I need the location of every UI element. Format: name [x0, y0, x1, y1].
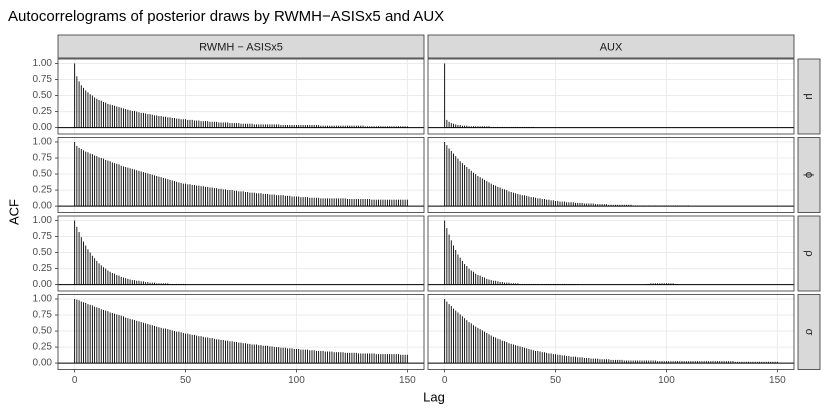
y-tick-label: 0.00 [33, 279, 53, 290]
panel-background [428, 59, 794, 134]
panel [427, 215, 795, 292]
y-tick-label: 0.75 [33, 153, 53, 164]
y-axis-title: ACF [6, 199, 21, 225]
panel-background [58, 59, 424, 134]
panel [57, 58, 425, 135]
panel-background [428, 216, 794, 291]
y-tick-label: 0.25 [33, 263, 53, 274]
y-tick-label: 0.75 [33, 310, 53, 321]
panel [57, 137, 425, 213]
x-tick-label: 100 [288, 375, 305, 386]
y-tick-label: 0.25 [33, 185, 53, 196]
x-axis-title: Lag [423, 389, 445, 404]
panel [57, 294, 425, 370]
panel-border [57, 215, 425, 292]
y-tick-label: 0.75 [33, 231, 53, 242]
y-tick-label: 1.00 [33, 215, 53, 226]
x-tick-label: 50 [180, 375, 192, 386]
panel-border [57, 137, 425, 213]
facet-strip [797, 137, 821, 213]
y-tick-label: 0.00 [33, 358, 53, 369]
panel-border [427, 58, 795, 135]
facet-label: ϕ [803, 172, 815, 178]
facet-label: RWMH − ASISx5 [199, 41, 283, 53]
facet-strip [797, 294, 821, 370]
x-tick-label: 150 [399, 375, 416, 386]
panel-border [427, 294, 795, 370]
x-tick-label: 0 [442, 375, 448, 386]
facet-label: ρ [803, 250, 815, 256]
panel-background [58, 216, 424, 291]
panel [57, 215, 425, 292]
panel-background [428, 294, 794, 370]
facet-strip [427, 34, 795, 59]
y-tick-label: 1.00 [33, 58, 53, 69]
x-tick-label: 100 [658, 375, 675, 386]
y-tick-label: 0.00 [33, 201, 53, 212]
panel-border [57, 294, 425, 370]
y-tick-label: 0.25 [33, 342, 53, 353]
x-tick-label: 150 [769, 375, 786, 386]
facet-label: σ [803, 329, 815, 336]
x-tick-label: 50 [550, 375, 562, 386]
facet-strip [797, 215, 821, 292]
y-tick-label: 0.00 [33, 122, 53, 133]
y-tick-label: 1.00 [33, 294, 53, 305]
y-tick-label: 0.25 [33, 106, 53, 117]
facet-label: μ [803, 93, 815, 99]
panel-border [427, 215, 795, 292]
facet-label: AUX [600, 41, 623, 53]
facet-strip [57, 34, 425, 59]
y-tick-label: 0.50 [33, 90, 53, 101]
x-tick-label: 0 [72, 375, 78, 386]
y-tick-label: 0.50 [33, 169, 53, 180]
y-tick-label: 0.50 [33, 247, 53, 258]
facet-strip [797, 58, 821, 135]
y-tick-label: 1.00 [33, 137, 53, 148]
y-tick-label: 0.50 [33, 326, 53, 337]
y-tick-label: 0.75 [33, 74, 53, 85]
chart-title: Autocorrelograms of posterior draws by R… [8, 8, 444, 25]
panel [427, 58, 795, 135]
panel [427, 294, 795, 370]
panel-border [57, 58, 425, 135]
panel [427, 137, 795, 213]
panel-border [427, 137, 795, 213]
panel-background [428, 137, 794, 213]
